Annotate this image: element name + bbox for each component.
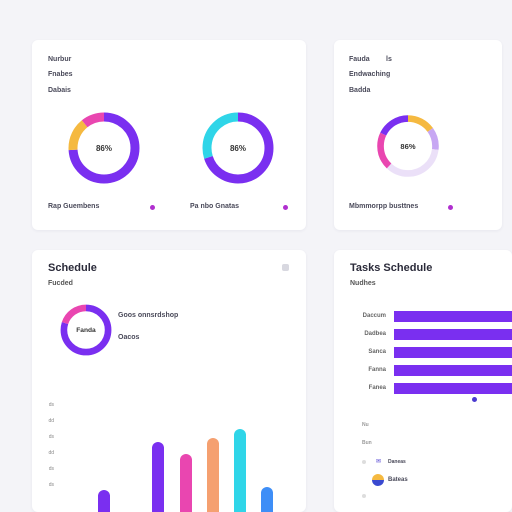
breakdown-donut-chart: 86%: [377, 115, 439, 177]
card-subtitle: Nudhes: [350, 280, 376, 287]
status-dot: [448, 205, 453, 210]
list-item[interactable]: Daneas: [388, 459, 406, 465]
summary-item: Fauda: [349, 56, 370, 63]
row-avatar-icon: [372, 474, 384, 486]
donut-segment: [68, 112, 140, 184]
summary-card-secondary: Fauda ls Endwaching Badda 86% Mbmmorpp b…: [334, 40, 502, 230]
y-tick-label: ds: [48, 402, 54, 408]
pagination-dot[interactable]: [472, 397, 477, 402]
summary-item: Endwaching: [349, 71, 391, 78]
y-tick-label: ds: [48, 466, 54, 472]
donut-segment: [377, 115, 439, 177]
donut-segment: [60, 304, 112, 356]
column-bar: [261, 487, 273, 512]
task-bar: [394, 365, 512, 376]
schedule-donut-chart: Fanda: [60, 304, 112, 356]
bar-label: Dadbea: [364, 331, 386, 337]
legend-item: Goos onnsrdshop: [118, 312, 179, 319]
task-bar: [394, 347, 512, 358]
donut-segment: [202, 112, 274, 184]
donut-value-label: 86%: [230, 144, 246, 153]
y-tick-label: dd: [48, 450, 54, 456]
chart-caption: Mbmmorpp busttnes: [349, 203, 419, 210]
column-bar: [152, 442, 164, 512]
summary-item: Dabais: [48, 87, 71, 94]
bar-label: Sanca: [368, 349, 386, 355]
schedule-card: Schedule Fucded Fanda Goos onnsrdshop Oa…: [32, 250, 306, 512]
donut-segment: [377, 115, 439, 177]
column-bar: [98, 489, 110, 512]
donut-center-label: Fanda: [76, 327, 96, 334]
card-subtitle: Fucded: [48, 280, 73, 287]
tasks-schedule-card: Tasks Schedule Nudhes Daccum Dadbea Sanca F…: [334, 250, 512, 512]
bar-label: Fanea: [368, 385, 386, 391]
section-label: Bun: [362, 440, 372, 446]
column-bar: [234, 428, 246, 512]
donut-segment: [377, 115, 439, 177]
donut-value-label: 86%: [400, 142, 415, 151]
donut-segment: [377, 115, 439, 177]
summary-card: Nurbur Fnabes Dabais 86% 86% Rap Guemben…: [32, 40, 306, 230]
section-label: Nu: [362, 422, 369, 428]
task-bar: [394, 311, 512, 322]
column-bar: [207, 437, 219, 512]
progress-donut-chart: 86%: [68, 112, 140, 184]
progress-donut-chart: 86%: [202, 112, 274, 184]
donut-value-label: 86%: [96, 144, 112, 153]
bar-label: Daccum: [362, 313, 386, 319]
card-menu-button[interactable]: [282, 264, 289, 271]
status-dot: [150, 205, 155, 210]
row-bullet: [362, 460, 366, 464]
y-tick-label: ds: [48, 482, 54, 488]
summary-item: Nurbur: [48, 56, 72, 63]
row-icon: ✉: [376, 459, 382, 465]
summary-item: Badda: [349, 87, 371, 94]
task-bar: [394, 329, 512, 340]
list-item[interactable]: Bateas: [388, 477, 408, 483]
chart-caption: Pa nbo Gnatas: [190, 203, 240, 210]
bar-label: Fanna: [368, 367, 386, 373]
y-tick-label: ds: [48, 434, 54, 440]
column-bar: [180, 453, 192, 512]
card-title: Tasks Schedule: [350, 262, 433, 274]
chart-caption: Rap Guembens: [48, 203, 100, 210]
row-bullet: [362, 494, 366, 498]
summary-item: Fnabes: [48, 71, 73, 78]
status-dot: [283, 205, 288, 210]
legend-item: Oacos: [118, 334, 140, 341]
card-title: Schedule: [48, 262, 97, 274]
task-bar: [394, 383, 512, 394]
y-tick-label: dd: [48, 418, 54, 424]
donut-segment: [68, 112, 140, 184]
summary-item-suffix: ls: [386, 56, 392, 63]
